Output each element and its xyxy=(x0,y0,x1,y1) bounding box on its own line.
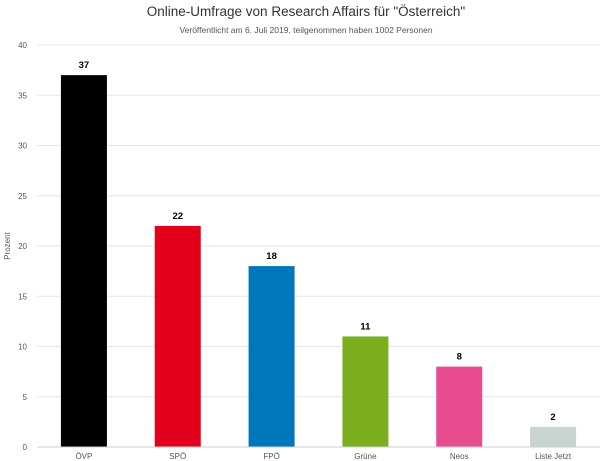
bar-2 xyxy=(248,266,295,447)
y-tick-label: 40 xyxy=(18,41,27,50)
y-tick-label: 20 xyxy=(18,242,27,251)
category-label: ÖVP xyxy=(75,452,92,461)
data-label: 37 xyxy=(79,60,90,71)
category-label: Liste Jetzt xyxy=(535,452,572,461)
data-label: 11 xyxy=(360,321,371,332)
category-label: FPÖ xyxy=(263,452,279,461)
data-label: 2 xyxy=(550,412,555,423)
bar-1 xyxy=(154,225,201,447)
y-axis-label: Prozent xyxy=(3,231,12,259)
bar-3 xyxy=(342,336,389,447)
bar-0 xyxy=(60,75,107,448)
category-label: Grüne xyxy=(354,452,377,461)
bar-4 xyxy=(436,366,483,447)
gridlines xyxy=(37,44,600,398)
y-tick-label: 30 xyxy=(18,142,27,151)
category-label: Neos xyxy=(450,452,469,461)
y-tick-label: 5 xyxy=(23,393,28,402)
category-label: SPÖ xyxy=(169,452,186,461)
y-tick-label: 10 xyxy=(18,343,27,352)
y-tick-label: 25 xyxy=(18,192,27,201)
data-labels: 37 22 18 11 8 2 xyxy=(79,60,556,423)
data-label: 8 xyxy=(457,352,462,363)
chart-subtitle: Veröffentlicht am 6. Juli 2019, teilgeno… xyxy=(179,25,432,35)
y-tick-label: 35 xyxy=(18,91,27,100)
data-label: 18 xyxy=(266,251,277,262)
y-tick-label: 0 xyxy=(23,443,28,452)
data-label: 22 xyxy=(172,211,183,222)
chart-title: Online-Umfrage von Research Affairs für … xyxy=(147,4,466,19)
y-tick-label: 15 xyxy=(18,292,27,301)
y-axis-ticks: 0 5 10 15 20 25 30 35 40 xyxy=(18,41,27,452)
category-labels: ÖVP SPÖ FPÖ Grüne Neos Liste Jetzt xyxy=(75,452,571,461)
bar-5 xyxy=(530,426,577,447)
bars xyxy=(60,75,577,448)
